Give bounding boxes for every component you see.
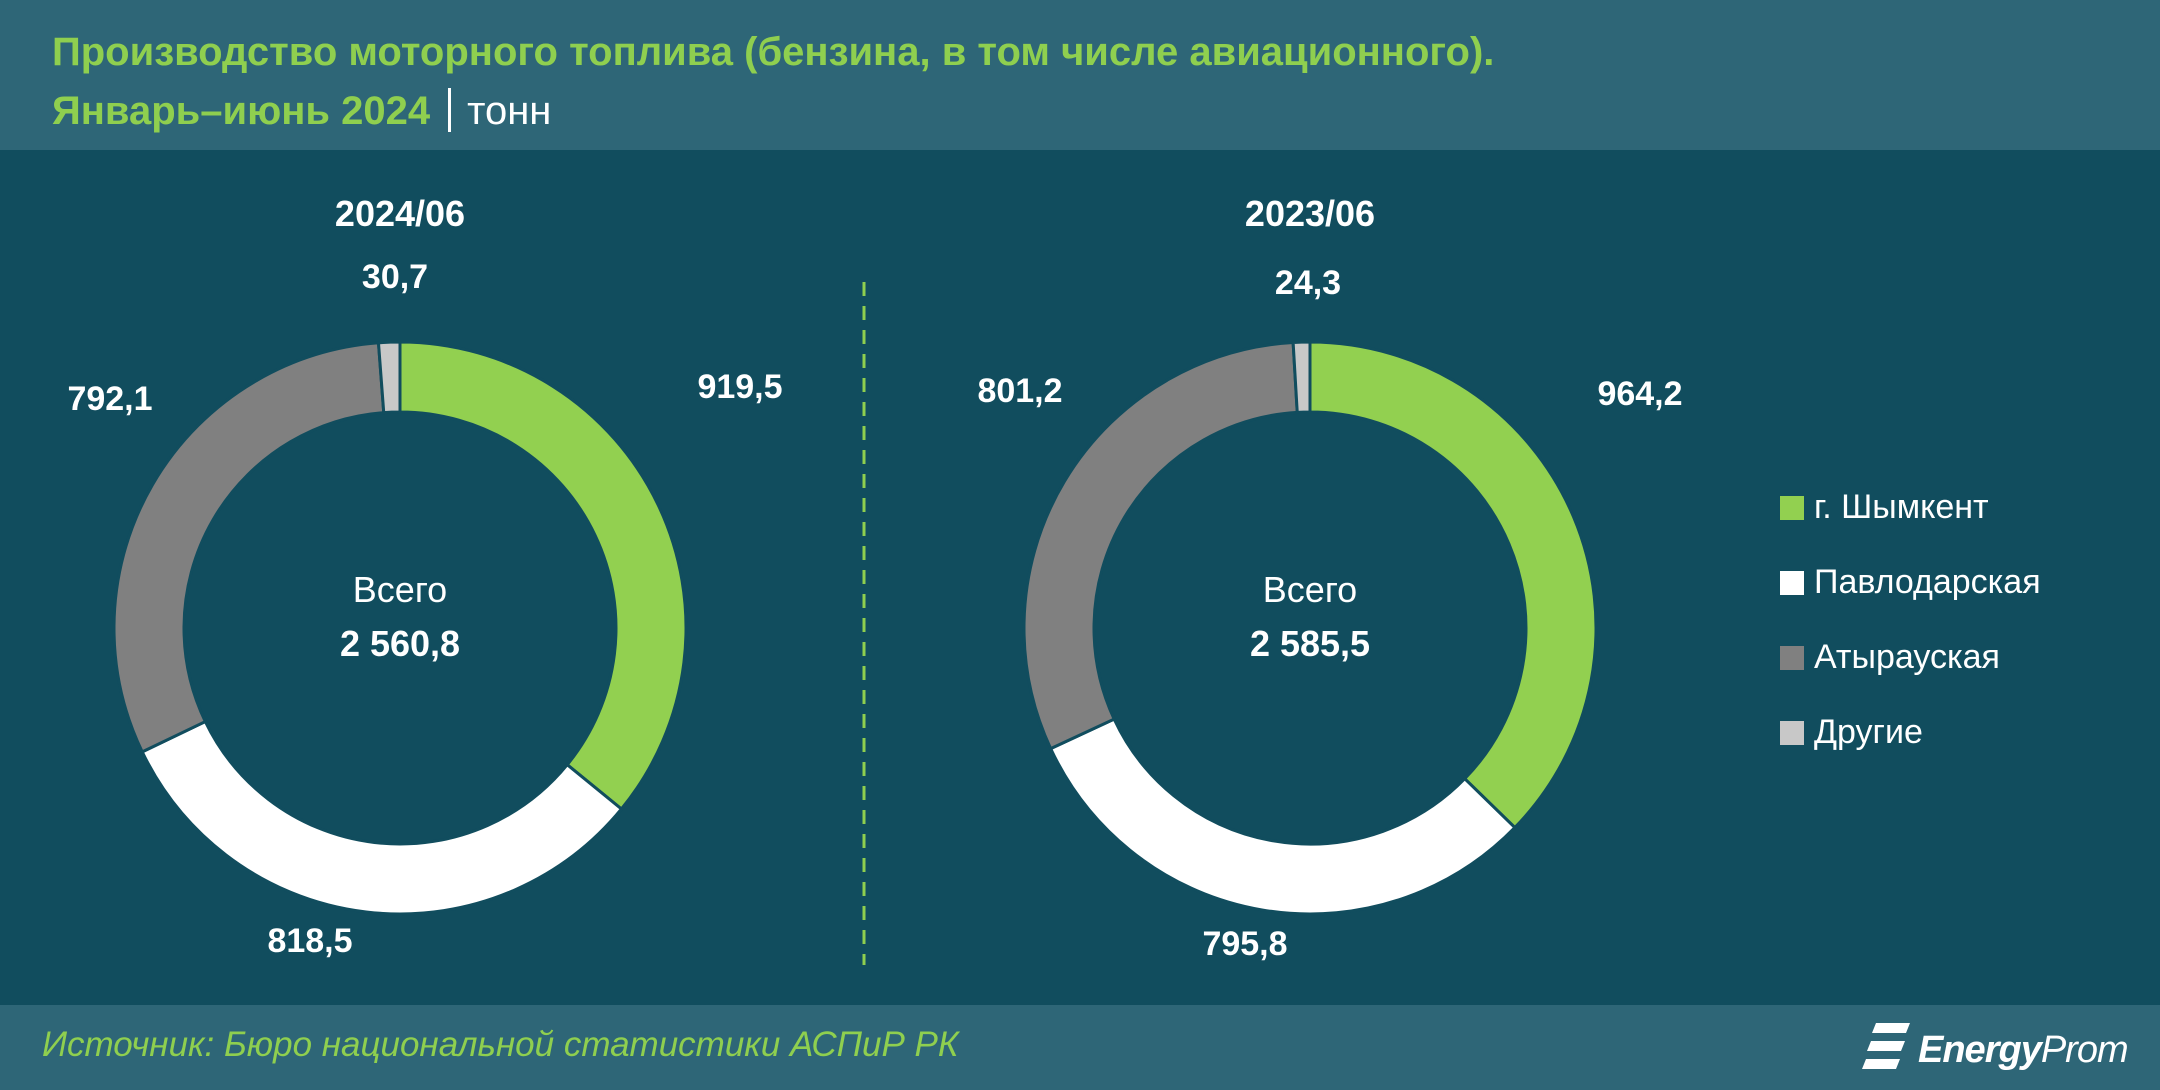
data-label-atyrau-2: 801,2 bbox=[977, 372, 1062, 410]
logo-text-energy: Energy bbox=[1918, 1029, 2042, 1071]
legend-label-other: Другие bbox=[1814, 713, 1923, 751]
legend-swatch-shymkent bbox=[1780, 496, 1804, 520]
data-label-other-1: 30,7 bbox=[362, 258, 428, 296]
data-label-atyrau-1: 792,1 bbox=[67, 380, 152, 418]
center-total-2: 2 585,5 bbox=[1250, 623, 1370, 664]
legend-label-shymkent: г. Шымкент bbox=[1814, 488, 1989, 526]
center-label-2: Всего bbox=[1263, 569, 1357, 610]
donut-title-1: 2024/06 bbox=[335, 193, 465, 234]
legend-swatch-other bbox=[1780, 721, 1804, 745]
data-label-pavlodar-2: 795,8 bbox=[1202, 925, 1287, 963]
footer-band: Источник: Бюро национальной статистики А… bbox=[0, 1005, 2160, 1090]
donut-charts: 2024/06 919,5 818,5 792,1 30,7 Всего 2 560,8 20… bbox=[67, 193, 1683, 965]
donut-slice-pavlodar-2 bbox=[1048, 717, 1517, 916]
donut-slice-other-2 bbox=[1291, 340, 1312, 414]
chart-subtitle: Январь–июнь 2024 тонн bbox=[52, 88, 551, 134]
chart-title: Производство моторного топлива (бензина,… bbox=[52, 30, 1495, 74]
data-label-other-2: 24,3 bbox=[1275, 264, 1341, 302]
center-label-1: Всего bbox=[353, 569, 447, 610]
logo-stripes-icon bbox=[1862, 1023, 1910, 1069]
energyprom-logo: EnergyProm bbox=[1862, 1019, 2132, 1079]
donut-slice-shymkent-2 bbox=[1308, 340, 1598, 830]
donut-slice-atyrau-1 bbox=[112, 341, 386, 754]
donut-slice-atyrau-2 bbox=[1022, 340, 1299, 751]
header-band: Производство моторного топлива (бензина,… bbox=[0, 0, 2160, 150]
legend-label-atyrau: Атырауская bbox=[1814, 638, 2000, 676]
donut-slice-other-1 bbox=[376, 340, 402, 415]
donut-slice-shymkent-1 bbox=[398, 340, 688, 812]
data-label-shymkent-1: 919,5 bbox=[697, 368, 782, 406]
logo-text: EnergyProm bbox=[1918, 1029, 2129, 1072]
logo-text-prom: Prom bbox=[2040, 1029, 2129, 1071]
legend-swatch-pavlodar bbox=[1780, 571, 1804, 595]
legend-label-pavlodar: Павлодарская bbox=[1814, 563, 2041, 601]
data-label-pavlodar-1: 818,5 bbox=[267, 922, 352, 960]
center-total-1: 2 560,8 bbox=[340, 623, 460, 664]
source-note: Источник: Бюро национальной статистики А… bbox=[42, 1025, 959, 1064]
period-label: Январь–июнь 2024 bbox=[52, 89, 431, 133]
separator-bar bbox=[448, 88, 452, 132]
data-label-shymkent-2: 964,2 bbox=[1597, 375, 1682, 413]
legend-swatch-atyrau bbox=[1780, 646, 1804, 670]
donut-slice-pavlodar-1 bbox=[140, 719, 624, 916]
donut-title-2: 2023/06 bbox=[1245, 193, 1375, 234]
unit-label: тонн bbox=[467, 89, 552, 133]
